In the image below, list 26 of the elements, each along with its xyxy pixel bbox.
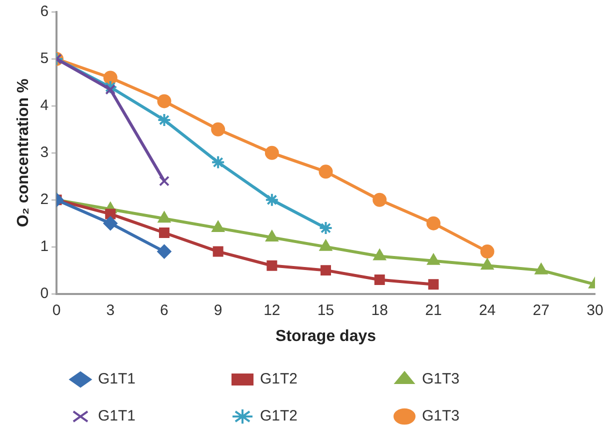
x-tick-label: 27 <box>532 302 550 319</box>
y-tick-label: 4 <box>40 97 49 114</box>
x-tick-label: 30 <box>586 302 604 319</box>
legend-label: G1T1 <box>98 408 210 425</box>
y-tick-label: 5 <box>40 50 49 68</box>
y-tick-label: 2 <box>40 191 49 208</box>
x-tick-label: 9 <box>214 302 222 319</box>
x-tick-label: 18 <box>371 302 388 319</box>
x-tick-label: 3 <box>106 302 115 319</box>
y-tick-label: 0 <box>40 284 49 302</box>
x-axis-title: Storage days <box>276 328 376 345</box>
y-tick-label: 6 <box>40 3 49 20</box>
legend-label: G1T1 <box>98 370 210 388</box>
legend-label: G1T3 <box>422 370 535 388</box>
legend-label: G1T2 <box>260 370 373 388</box>
x-tick-label: 0 <box>52 302 61 319</box>
y-tick-label: 3 <box>40 144 49 162</box>
x-tick-label: 6 <box>160 302 168 319</box>
x-tick-label: 12 <box>264 302 280 319</box>
legend-label: G1T3 <box>422 408 535 425</box>
y-axis-title: O₂ concentration % <box>15 78 32 228</box>
y-tick-label: 1 <box>40 238 49 255</box>
x-tick-label: 21 <box>425 302 442 319</box>
x-tick-label: 15 <box>317 302 334 319</box>
legend-label: G1T2 <box>260 408 373 425</box>
x-tick-label: 24 <box>478 302 496 319</box>
